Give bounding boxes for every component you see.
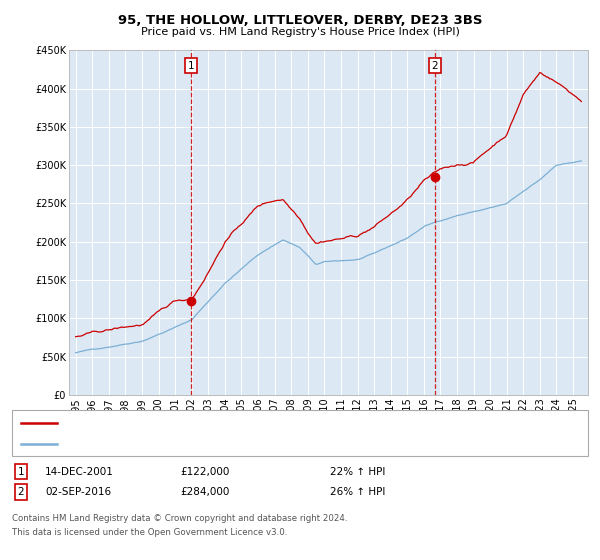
Text: Contains HM Land Registry data © Crown copyright and database right 2024.: Contains HM Land Registry data © Crown c… (12, 514, 347, 523)
Text: 1: 1 (17, 466, 25, 477)
Text: 95, THE HOLLOW, LITTLEOVER, DERBY, DE23 3BS (detached house): 95, THE HOLLOW, LITTLEOVER, DERBY, DE23 … (66, 418, 398, 428)
Text: 22% ↑ HPI: 22% ↑ HPI (330, 466, 385, 477)
Text: 1: 1 (188, 60, 194, 71)
Text: 95, THE HOLLOW, LITTLEOVER, DERBY, DE23 3BS: 95, THE HOLLOW, LITTLEOVER, DERBY, DE23 … (118, 14, 482, 27)
Text: 2: 2 (431, 60, 438, 71)
Text: £284,000: £284,000 (180, 487, 229, 497)
Text: 2: 2 (17, 487, 25, 497)
Text: Price paid vs. HM Land Registry's House Price Index (HPI): Price paid vs. HM Land Registry's House … (140, 27, 460, 37)
Text: 26% ↑ HPI: 26% ↑ HPI (330, 487, 385, 497)
Text: HPI: Average price, detached house, City of Derby: HPI: Average price, detached house, City… (66, 438, 311, 449)
Text: 14-DEC-2001: 14-DEC-2001 (45, 466, 114, 477)
Text: This data is licensed under the Open Government Licence v3.0.: This data is licensed under the Open Gov… (12, 528, 287, 536)
Text: £122,000: £122,000 (180, 466, 229, 477)
Text: 02-SEP-2016: 02-SEP-2016 (45, 487, 111, 497)
